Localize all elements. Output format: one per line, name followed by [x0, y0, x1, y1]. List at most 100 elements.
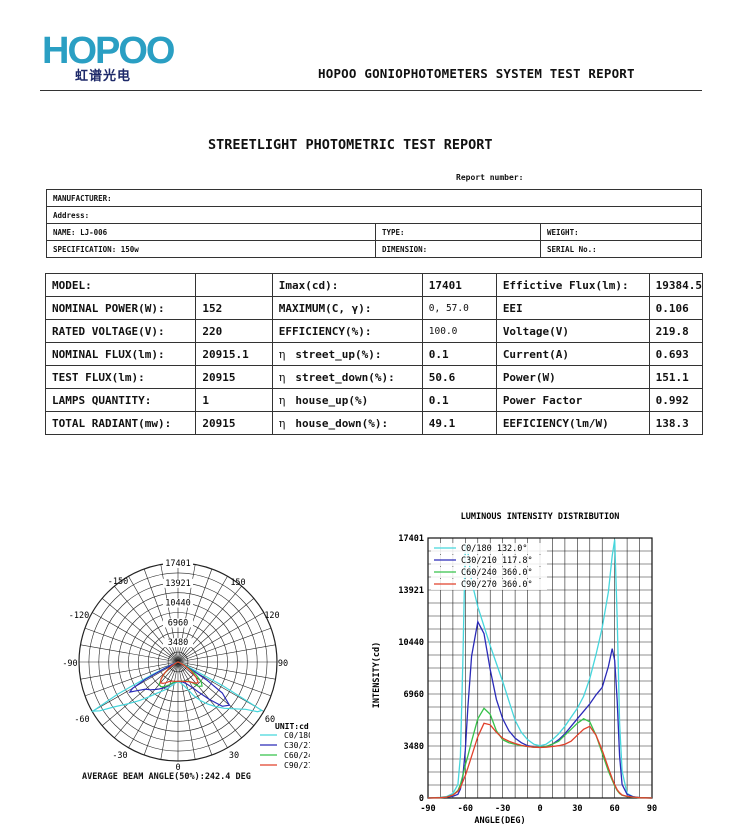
x-tick-label: -60	[458, 804, 473, 814]
param-label: MAXIMUM(C, γ):	[271, 296, 423, 320]
param-label-text: LAMPS QUANTITY:	[52, 393, 152, 407]
polar-angle-label: 150	[230, 578, 245, 588]
polar-ring-label: 13921	[165, 579, 191, 589]
param-value-text: 20915	[202, 416, 236, 430]
polar-series-curve	[90, 661, 264, 713]
param-label: Power Factor	[495, 388, 650, 412]
dimension-cell: DIMENSION:	[375, 240, 541, 258]
eta-symbol: η	[278, 370, 286, 384]
param-label-text: Current(A)	[502, 347, 570, 361]
polar-angle-label: -30	[112, 751, 127, 761]
cartesian-legend: C0/180 132.0° C30/210 117.8° C60/240 360.0…	[431, 543, 547, 590]
type-cell: TYPE:	[375, 223, 541, 241]
polar-angle-label: 90	[278, 659, 288, 669]
polar-legend-label: C90/270 360.0°	[284, 761, 310, 770]
polar-intensity-chart: 17401 13921 10440 6960 3480 0 150 120 90 60 30 -150…	[62, 559, 310, 773]
param-label-text: house_up(%)	[295, 393, 369, 407]
polar-ring	[128, 612, 228, 712]
polar-unit-label: UNIT:cd	[275, 722, 309, 731]
param-value: 138.3	[648, 411, 704, 435]
polar-ring-label: 17401	[165, 559, 191, 569]
param-label: η house_down(%):	[271, 411, 423, 435]
param-value: 152	[195, 296, 273, 320]
polar-ring	[88, 572, 268, 752]
hopoo-logo-cn: 虹谱光电	[75, 69, 132, 84]
param-value: 49.1	[421, 411, 497, 435]
param-label: EEI	[495, 296, 650, 320]
specification-cell: SPECIFICATION: 150w	[46, 240, 376, 258]
param-label: RATED VOLTAGE(V):	[44, 319, 197, 343]
polar-labels: 17401 13921 10440 6960 3480 0 150 120 90 60 30 -150…	[62, 559, 288, 773]
param-label-text: house_down(%):	[295, 416, 389, 430]
document-title: STREETLIGHT PHOTOMETRIC TEST REPORT	[208, 137, 493, 153]
param-value-text: 50.6	[428, 370, 456, 384]
param-label: TOTAL RADIANT(mw):	[44, 411, 197, 435]
param-value-text: 0.992	[655, 393, 689, 407]
x-tick-label: 90	[647, 804, 657, 814]
polar-angle-label: -90	[62, 659, 77, 669]
param-row: MODEL: Imax(cd): 17401 Effictive Flux(lm): 1…	[44, 273, 704, 297]
y-tick-label: 13921	[398, 586, 424, 596]
param-label-text: MAXIMUM(C, γ):	[278, 301, 372, 315]
header-divider	[40, 90, 702, 91]
param-value-text: 0, 57.0	[428, 302, 469, 314]
y-tick-label: 6960	[404, 690, 424, 700]
polar-angle-label: 60	[265, 715, 275, 725]
y-axis-label: INTENSITY(cd)	[372, 642, 382, 709]
param-label: Effictive Flux(lm):	[495, 273, 650, 297]
param-label-text: street_down(%):	[295, 370, 395, 384]
param-label: EFFICIENCY(%):	[271, 319, 423, 343]
param-value: 0.992	[648, 388, 704, 412]
x-axis-label: ANGLE(DEG)	[474, 816, 525, 826]
polar-angle-label: 30	[229, 751, 239, 761]
info-table: MANUFACTURER: Address: NAME: LJ-006 TYPE…	[46, 189, 702, 258]
polar-curves	[90, 661, 264, 713]
param-value: 20915.1	[195, 342, 273, 366]
param-value-text: 151.1	[655, 370, 689, 384]
polar-angle-label: 0	[175, 763, 180, 773]
param-value: 0.1	[421, 342, 497, 366]
param-row: TEST FLUX(lm): 20915 η street_down(%): 50.6 P…	[44, 365, 704, 389]
legend-label: C30/210 117.8°	[461, 556, 533, 566]
param-label-text: Power(W)	[502, 370, 556, 384]
param-value: 1	[195, 388, 273, 412]
param-value-text: 138.3	[655, 416, 689, 430]
param-value: 0.106	[648, 296, 704, 320]
param-value: 100.0	[421, 319, 497, 343]
weight-cell: WEIGHT:	[540, 223, 702, 241]
param-label: MODEL:	[44, 273, 197, 297]
param-label-text: EEFICIENCY(lm/W)	[502, 416, 609, 430]
series-line	[427, 722, 653, 799]
param-label: EEFICIENCY(lm/W)	[495, 411, 650, 435]
legend-label: C0/180 132.0°	[461, 544, 528, 554]
param-value-text: 1	[202, 393, 209, 407]
beam-angle-text: AVERAGE BEAM ANGLE(50%):242.4 DEG	[82, 772, 251, 782]
param-value-text: 19384.5	[655, 278, 702, 292]
y-tick-label: 3480	[404, 742, 424, 752]
param-label-text: Power Factor	[502, 393, 583, 407]
x-tick-label: -90	[420, 804, 435, 814]
address-cell: Address:	[46, 206, 702, 224]
param-label: Voltage(V)	[495, 319, 650, 343]
param-label-text: TOTAL RADIANT(mw):	[52, 416, 172, 430]
param-label: TEST FLUX(lm):	[44, 365, 197, 389]
param-value: 219.8	[648, 319, 704, 343]
polar-angle-label: 120	[264, 611, 279, 621]
param-label: Power(W)	[495, 365, 650, 389]
intensity-distribution-chart: LUMINOUS INTENSITY DISTRIBUTION -90 -60 -3…	[372, 512, 657, 826]
param-label-text: Imax(cd):	[278, 278, 339, 292]
y-tick-label: 17401	[398, 534, 424, 544]
param-label: Imax(cd):	[271, 273, 423, 297]
polar-ring	[148, 632, 209, 693]
polar-ring-label: 10440	[165, 599, 191, 609]
param-value: 20915	[195, 365, 273, 389]
param-value-text: 0.1	[428, 347, 449, 361]
param-row: LAMPS QUANTITY: 1 η house_up(%) 0.1 Power Fac…	[44, 388, 704, 412]
x-tick-label: 60	[610, 804, 620, 814]
param-value-text: 20915	[202, 370, 236, 384]
serial-cell: SERIAL No.:	[540, 240, 702, 258]
param-row: TOTAL RADIANT(mw): 20915 η house_down(%): 49…	[44, 411, 704, 435]
polar-angle-label: -150	[108, 577, 128, 587]
polar-legend-label: C60/240 360.0°	[284, 751, 310, 760]
param-label-text: EFFICIENCY(%):	[278, 324, 372, 338]
